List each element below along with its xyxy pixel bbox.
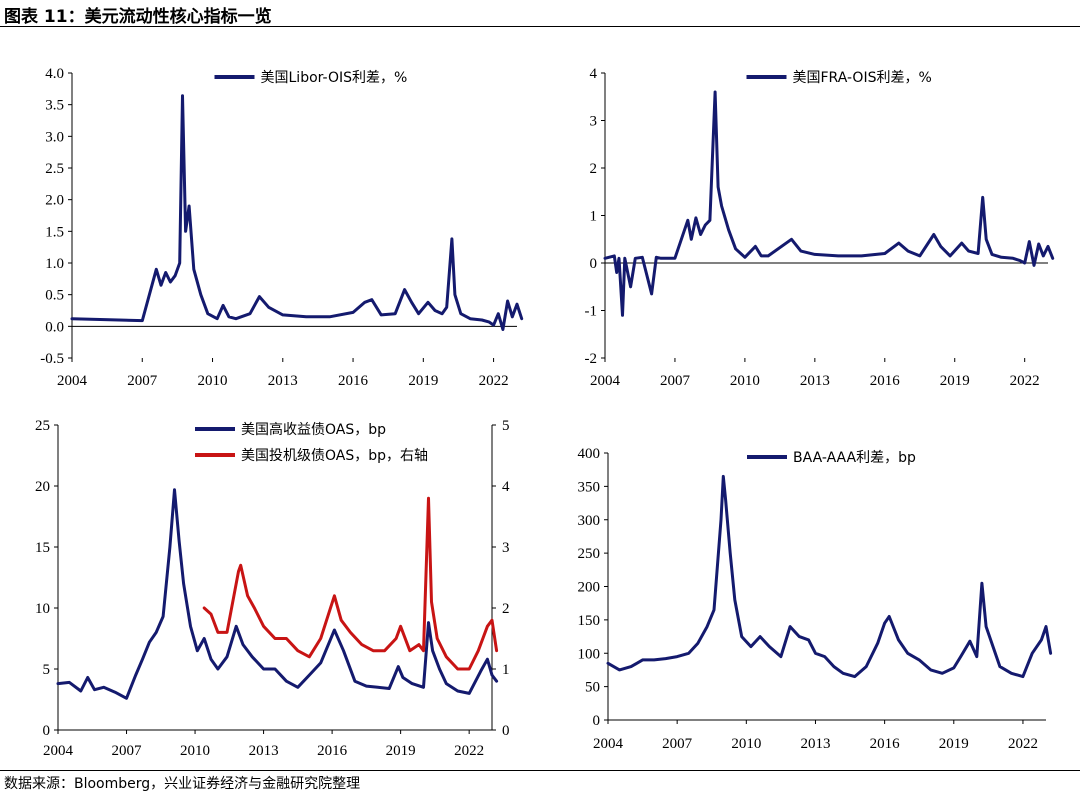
legend-label-0: 美国Libor-OIS利差，% <box>261 70 408 86</box>
legend-label-0: 美国高收益债OAS，bp <box>241 421 386 438</box>
x-tick-label: 2016 <box>870 373 901 389</box>
x-tick-label: 2004 <box>590 373 621 389</box>
y2-tick-label: 0 <box>502 723 510 739</box>
x-tick-label: 2010 <box>730 373 760 389</box>
y-tick-label: 1.5 <box>45 224 64 240</box>
x-tick-label: 2010 <box>198 373 228 389</box>
y-tick-label: 350 <box>578 479 601 495</box>
y-tick-label: 15 <box>35 540 50 556</box>
y-tick-label: 400 <box>578 446 601 462</box>
y-tick-label: 4.0 <box>45 66 64 82</box>
y2-tick-label: 1 <box>502 662 510 678</box>
series-line-0 <box>606 474 1053 679</box>
legend-label-1: 美国投机级债OAS，bp，右轴 <box>241 448 428 464</box>
y-tick-label: 25 <box>35 418 50 434</box>
y-tick-label: 1.0 <box>45 256 64 272</box>
y-tick-label: -2 <box>585 351 598 367</box>
x-tick-label: 2022 <box>1010 373 1040 389</box>
y-tick-label: 2.0 <box>45 193 64 209</box>
y-tick-label: 2.5 <box>45 161 64 177</box>
series-line-0 <box>56 488 499 700</box>
y-tick-label: 100 <box>578 646 601 662</box>
x-tick-label: 2022 <box>479 373 509 389</box>
y-tick-label: 0.0 <box>45 319 64 335</box>
x-tick-label: 2007 <box>112 743 143 759</box>
x-tick-label: 2019 <box>408 373 438 389</box>
title-rule <box>0 26 1080 27</box>
legend-label-0: 美国FRA-OIS利差，% <box>793 70 932 86</box>
x-tick-label: 2019 <box>940 373 970 389</box>
x-tick-label: 2004 <box>593 736 624 752</box>
y-tick-label: 0.5 <box>45 288 64 304</box>
x-tick-label: 2022 <box>1008 736 1038 752</box>
x-tick-label: 2022 <box>454 743 484 759</box>
y-tick-label: 0 <box>590 256 598 272</box>
y-tick-label: 1 <box>590 209 598 225</box>
x-tick-label: 2007 <box>127 373 158 389</box>
figure-title: 图表 11：美元流动性核心指标一览 <box>4 7 272 27</box>
y-tick-label: 150 <box>578 613 601 629</box>
x-tick-label: 2004 <box>43 743 74 759</box>
y2-tick-label: 4 <box>502 479 510 495</box>
libor-ois-chart: -0.5 0.0 0.5 1.0 1.5 2.0 2.5 3.0 3.5 4.0 2004 2007 2… <box>40 66 524 389</box>
x-tick-label: 2013 <box>800 373 830 389</box>
y-tick-label: -1 <box>585 304 598 320</box>
x-tick-label: 2010 <box>731 736 761 752</box>
y-tick-label: 200 <box>578 580 601 596</box>
y2-tick-label: 3 <box>502 540 510 556</box>
y2-tick-label: 5 <box>502 418 510 434</box>
x-tick-label: 2013 <box>268 373 298 389</box>
x-tick-label: 2016 <box>317 743 348 759</box>
x-tick-label: 2007 <box>662 736 693 752</box>
baa-aaa-chart: 0 50 100 150 200 250 300 350 400 2004 2007 2010 2013… <box>578 446 1053 752</box>
x-tick-label: 2019 <box>386 743 416 759</box>
source-note: 数据来源：Bloomberg，兴业证券经济与金融研究院整理 <box>4 776 361 792</box>
x-tick-label: 2013 <box>249 743 279 759</box>
y-tick-label: -0.5 <box>40 351 64 367</box>
y-tick-label: 0 <box>43 723 51 739</box>
y-tick-label: 50 <box>585 680 600 696</box>
y-tick-label: 0 <box>593 713 601 729</box>
x-tick-label: 2004 <box>57 373 88 389</box>
y-tick-label: 3 <box>590 114 598 130</box>
fra-ois-chart: -2 -1 0 1 2 3 4 2004 2007 2010 2013 2016 2019 2022 美国F… <box>585 66 1055 389</box>
x-tick-label: 2010 <box>180 743 210 759</box>
y-tick-label: 5 <box>43 662 51 678</box>
y-tick-label: 3.5 <box>45 98 64 114</box>
y-tick-label: 10 <box>35 601 50 617</box>
x-tick-label: 2007 <box>660 373 691 389</box>
legend-label-0: BAA-AAA利差，bp <box>793 450 916 466</box>
y-tick-label: 20 <box>35 479 50 495</box>
x-tick-label: 2016 <box>338 373 369 389</box>
series-line-0 <box>70 94 524 331</box>
series-line-0 <box>603 90 1055 317</box>
x-tick-label: 2016 <box>870 736 901 752</box>
source-rule <box>0 770 1080 771</box>
x-tick-label: 2013 <box>800 736 830 752</box>
y-tick-label: 300 <box>578 513 601 529</box>
y-tick-label: 2 <box>590 161 598 177</box>
series-line-1 <box>202 496 499 671</box>
y-tick-label: 250 <box>578 546 601 562</box>
y-tick-label: 4 <box>590 66 598 82</box>
y2-tick-label: 2 <box>502 601 510 617</box>
x-tick-label: 2019 <box>939 736 969 752</box>
y-tick-label: 3.0 <box>45 129 64 145</box>
